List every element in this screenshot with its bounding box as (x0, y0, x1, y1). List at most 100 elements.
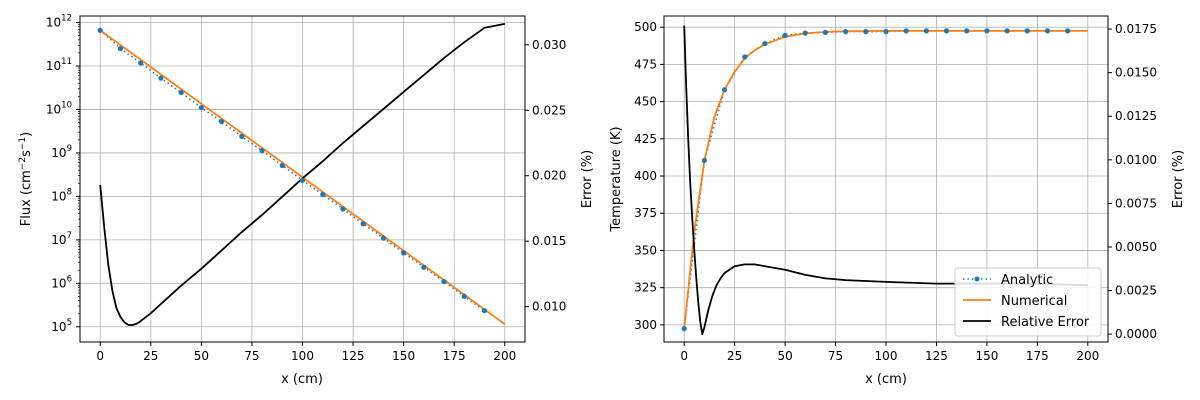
legend-analytic-marker (974, 276, 980, 282)
flux-analytic-point (178, 89, 184, 96)
legend-box (954, 267, 1102, 337)
temperature-right-tick-label: 0.0150 (1115, 66, 1157, 80)
flux-right-tick-label: 0.010 (532, 300, 566, 314)
temperature-x-tick-label: 150 (975, 349, 998, 363)
flux-left-tick-label: 1010 (46, 100, 72, 116)
flux-right-tick-label: 0.020 (532, 169, 566, 183)
temperature-analytic-point (802, 30, 808, 36)
temperature-right-tick-label: 0.0000 (1115, 327, 1157, 341)
temperature-left-tick-label: 350 (634, 243, 657, 257)
flux-x-ticks: 0 25 50 75 100 125 150 175 200 (96, 342, 516, 363)
temperature-right-ticks: 0.0000 0.0025 0.0050 0.0075 0.0100 0.0125 0.01… (1108, 22, 1157, 341)
temperature-left-tick-label: 500 (634, 20, 657, 34)
legend-relative-error-label: Relative Error (1001, 315, 1090, 330)
temperature-analytic-point (1065, 28, 1071, 34)
temperature-x-axis-label: x (cm) (865, 372, 907, 387)
flux-error-line (99, 23, 505, 326)
temperature-left-tick-label: 300 (634, 318, 657, 332)
temperature-right-tick-label: 0.0125 (1115, 109, 1157, 123)
flux-left-tick-label: 1011 (46, 57, 72, 73)
flux-left-tick-label: 108 (51, 187, 72, 203)
temperature-analytic-point (782, 32, 788, 38)
flux-analytic-point (198, 105, 204, 111)
temperature-left-axis-label: Temperature (K) (609, 126, 624, 232)
flux-analytic-point (441, 278, 447, 285)
flux-analytic-point (239, 133, 245, 140)
flux-left-tick-label: 107 (51, 231, 72, 247)
flux-analytic-point (259, 148, 265, 154)
temperature-right-tick-label: 0.0100 (1115, 153, 1157, 167)
legend-numerical-label: Numerical (1001, 294, 1067, 309)
flux-x-tick-label: 200 (493, 349, 516, 363)
flux-analytic-point (158, 75, 164, 81)
temperature-left-tick-label: 450 (634, 95, 657, 109)
temperature-left-tick-label: 425 (634, 132, 657, 146)
temperature-x-ticks: 0 25 50 75 100 125 150 175 200 (680, 342, 1099, 363)
temperature-analytic-point (742, 54, 748, 60)
temperature-analytic-point (681, 326, 687, 332)
flux-analytic-point (299, 177, 306, 183)
flux-x-tick-label: 25 (143, 349, 158, 363)
temperature-analytic-point (1044, 28, 1051, 34)
flux-left-tick-label: 109 (51, 144, 72, 160)
temperature-analytic-point (964, 28, 970, 34)
temperature-x-tick-label: 100 (875, 349, 898, 363)
flux-analytic-point (138, 60, 144, 66)
temperature-analytic-point (923, 28, 929, 34)
legend: Analytic Numerical Relative Error (954, 267, 1102, 337)
temperature-analytic-point (721, 87, 728, 93)
temperature-x-tick-label: 175 (1026, 349, 1049, 363)
temperature-chart-series (681, 25, 1088, 336)
flux-chart: 0 25 50 75 100 125 150 175 200 10510610710810910… (18, 14, 595, 387)
temperature-analytic-point (903, 28, 909, 34)
temperature-left-tick-label: 400 (634, 169, 657, 183)
flux-x-tick-label: 0 (96, 349, 104, 363)
flux-analytic-point (360, 221, 366, 227)
flux-analytic-point (421, 264, 427, 270)
temperature-x-tick-label: 75 (828, 349, 843, 363)
flux-analytic-point (279, 162, 285, 169)
temperature-analytic-point (822, 29, 829, 35)
temperature-analytic-point (883, 29, 889, 35)
flux-analytic-point (117, 46, 124, 52)
temperature-analytic-point (984, 28, 990, 34)
flux-x-tick-label: 100 (291, 349, 314, 363)
flux-chart-series (97, 23, 506, 326)
flux-x-tick-label: 75 (244, 349, 259, 363)
temperature-x-tick-label: 25 (727, 349, 742, 363)
temperature-analytic-point (843, 29, 849, 35)
temperature-analytic-point (863, 29, 869, 35)
temperature-left-tick-label: 475 (634, 57, 657, 71)
temperature-right-axis-label: Error (%) (1171, 150, 1186, 208)
flux-analytic-point (401, 250, 407, 256)
flux-left-tick-label: 1012 (46, 14, 72, 30)
flux-analytic-point (380, 235, 387, 241)
flux-analytic-point (97, 27, 103, 33)
flux-chart-grid (80, 16, 525, 342)
flux-x-axis-label: x (cm) (281, 372, 323, 387)
temperature-left-tick-label: 325 (634, 281, 657, 295)
temperature-right-tick-label: 0.0050 (1115, 240, 1157, 254)
temperature-analytic-point (701, 157, 707, 163)
flux-right-tick-label: 0.025 (532, 103, 566, 117)
flux-right-tick-label: 0.015 (532, 234, 566, 248)
temperature-x-tick-label: 50 (777, 349, 792, 363)
flux-x-tick-label: 125 (342, 349, 365, 363)
flux-right-ticks: 0.010 0.015 0.020 0.025 0.030 (525, 38, 566, 314)
legend-analytic-label: Analytic (1001, 273, 1053, 288)
flux-analytic-point (481, 308, 488, 314)
flux-x-tick-label: 150 (392, 349, 415, 363)
temperature-x-tick-label: 0 (680, 349, 688, 363)
flux-analytic-point (320, 192, 326, 198)
flux-x-tick-label: 50 (194, 349, 209, 363)
flux-analytic-point (461, 293, 467, 299)
temperature-x-tick-label: 200 (1076, 349, 1099, 363)
flux-left-axis-label: Flux (cm−2s−1) (18, 132, 34, 226)
flux-analytic-point (340, 206, 346, 212)
temperature-analytic-point (762, 40, 768, 47)
temperature-x-tick-label: 125 (925, 349, 948, 363)
temperature-relative-error-line (683, 25, 1088, 336)
temperature-analytic-point (943, 28, 950, 34)
flux-x-tick-label: 175 (443, 349, 466, 363)
